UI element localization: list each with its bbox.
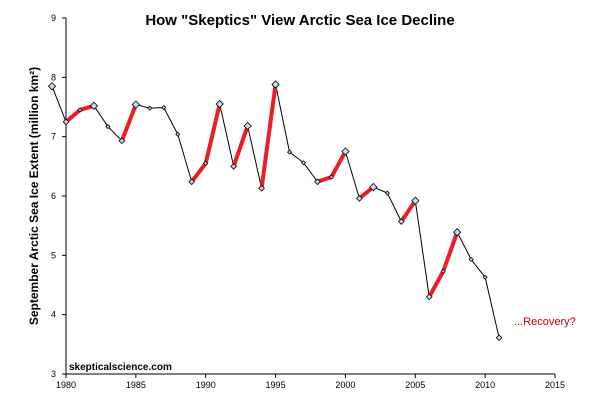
series-segment bbox=[275, 84, 291, 153]
series-segment bbox=[414, 200, 430, 297]
series-segment bbox=[303, 162, 318, 183]
data-point-marker bbox=[286, 149, 293, 155]
annotation-recovery: ...Recovery? bbox=[514, 316, 576, 328]
y-tick-label: 8 bbox=[51, 72, 56, 82]
x-tick-label: 1995 bbox=[266, 380, 286, 390]
y-tick-label: 4 bbox=[51, 310, 56, 320]
y-axis-ticks: 3 4 5 6 7 8 9 bbox=[51, 13, 66, 379]
data-point-marker bbox=[188, 178, 196, 186]
data-point-marker bbox=[397, 218, 405, 225]
recovery-segment bbox=[399, 198, 418, 224]
x-tick-label: 1990 bbox=[196, 380, 216, 390]
data-point-marker bbox=[314, 178, 321, 186]
data-point-marker bbox=[62, 118, 70, 126]
data-point-marker bbox=[356, 195, 363, 202]
data-point-marker bbox=[131, 100, 141, 109]
data-point-marker bbox=[230, 162, 238, 170]
series-segment bbox=[484, 277, 500, 338]
y-tick-label: 6 bbox=[51, 191, 56, 201]
data-point-marker bbox=[271, 80, 280, 89]
series-segment bbox=[386, 192, 402, 222]
data-point-marker bbox=[89, 101, 99, 110]
series-segment bbox=[247, 125, 263, 189]
series-segment bbox=[219, 103, 235, 167]
recovery-segment bbox=[259, 82, 278, 191]
data-point-marker bbox=[147, 105, 153, 111]
data-point-marker bbox=[440, 268, 446, 274]
data-point-marker bbox=[243, 121, 252, 131]
series-segment bbox=[93, 105, 109, 127]
chart-title: How "Skeptics" View Arctic Sea Ice Decli… bbox=[145, 12, 454, 29]
data-point-marker bbox=[468, 256, 474, 263]
recovery-segment bbox=[64, 107, 82, 124]
data-point-marker bbox=[411, 196, 420, 205]
data-point-marker bbox=[341, 147, 350, 156]
y-tick-label: 9 bbox=[51, 13, 56, 23]
series-segment bbox=[51, 86, 67, 123]
series-lines bbox=[51, 82, 500, 338]
recovery-segment bbox=[119, 102, 138, 143]
data-point-marker bbox=[369, 182, 378, 192]
series-segment bbox=[456, 231, 472, 260]
y-tick-label: 7 bbox=[51, 132, 56, 142]
data-point-marker bbox=[495, 334, 503, 342]
data-point-marker bbox=[175, 131, 181, 137]
recovery-segment bbox=[189, 161, 208, 184]
plot-frame bbox=[65, 18, 555, 375]
series-segment bbox=[177, 134, 193, 182]
data-point-marker bbox=[453, 228, 462, 237]
recovery-segment bbox=[441, 230, 460, 274]
data-point-marker bbox=[258, 184, 265, 192]
series-segment bbox=[107, 126, 123, 142]
recovery-segment bbox=[357, 185, 376, 201]
x-tick-label: 1980 bbox=[56, 380, 76, 390]
recovery-segment bbox=[231, 123, 250, 169]
series-segment bbox=[163, 107, 179, 135]
x-tick-label: 2000 bbox=[335, 380, 355, 390]
series-segment bbox=[344, 151, 360, 199]
data-point-marker bbox=[482, 274, 488, 280]
x-tick-label: 1985 bbox=[126, 380, 146, 390]
data-point-marker bbox=[77, 107, 83, 113]
source-credit: skepticalscience.com bbox=[69, 362, 172, 373]
data-point-marker bbox=[215, 99, 224, 109]
series-segment bbox=[470, 259, 486, 278]
y-tick-label: 3 bbox=[51, 369, 56, 379]
recovery-segment bbox=[427, 269, 446, 299]
y-tick-label: 5 bbox=[51, 250, 56, 260]
data-point-marker bbox=[300, 160, 307, 166]
data-point-marker bbox=[161, 105, 167, 111]
data-markers bbox=[47, 80, 503, 342]
recovery-segment bbox=[329, 149, 348, 180]
x-tick-label: 2005 bbox=[405, 380, 425, 390]
data-point-marker bbox=[328, 174, 335, 180]
series-segment bbox=[289, 151, 304, 164]
data-point-marker bbox=[118, 137, 126, 145]
y-axis-label: September Arctic Sea Ice Extent (million… bbox=[27, 67, 41, 325]
x-tick-label: 2010 bbox=[475, 380, 495, 390]
data-point-marker bbox=[105, 124, 111, 130]
data-point-marker bbox=[425, 293, 433, 301]
data-point-marker bbox=[47, 82, 57, 91]
x-tick-label: 2015 bbox=[545, 380, 565, 390]
recovery-segment bbox=[203, 102, 222, 166]
x-axis-ticks: 1980 1985 1990 1995 2000 2005 2010 2015 bbox=[56, 374, 565, 390]
data-point-marker bbox=[203, 160, 209, 166]
data-point-marker bbox=[384, 190, 390, 196]
